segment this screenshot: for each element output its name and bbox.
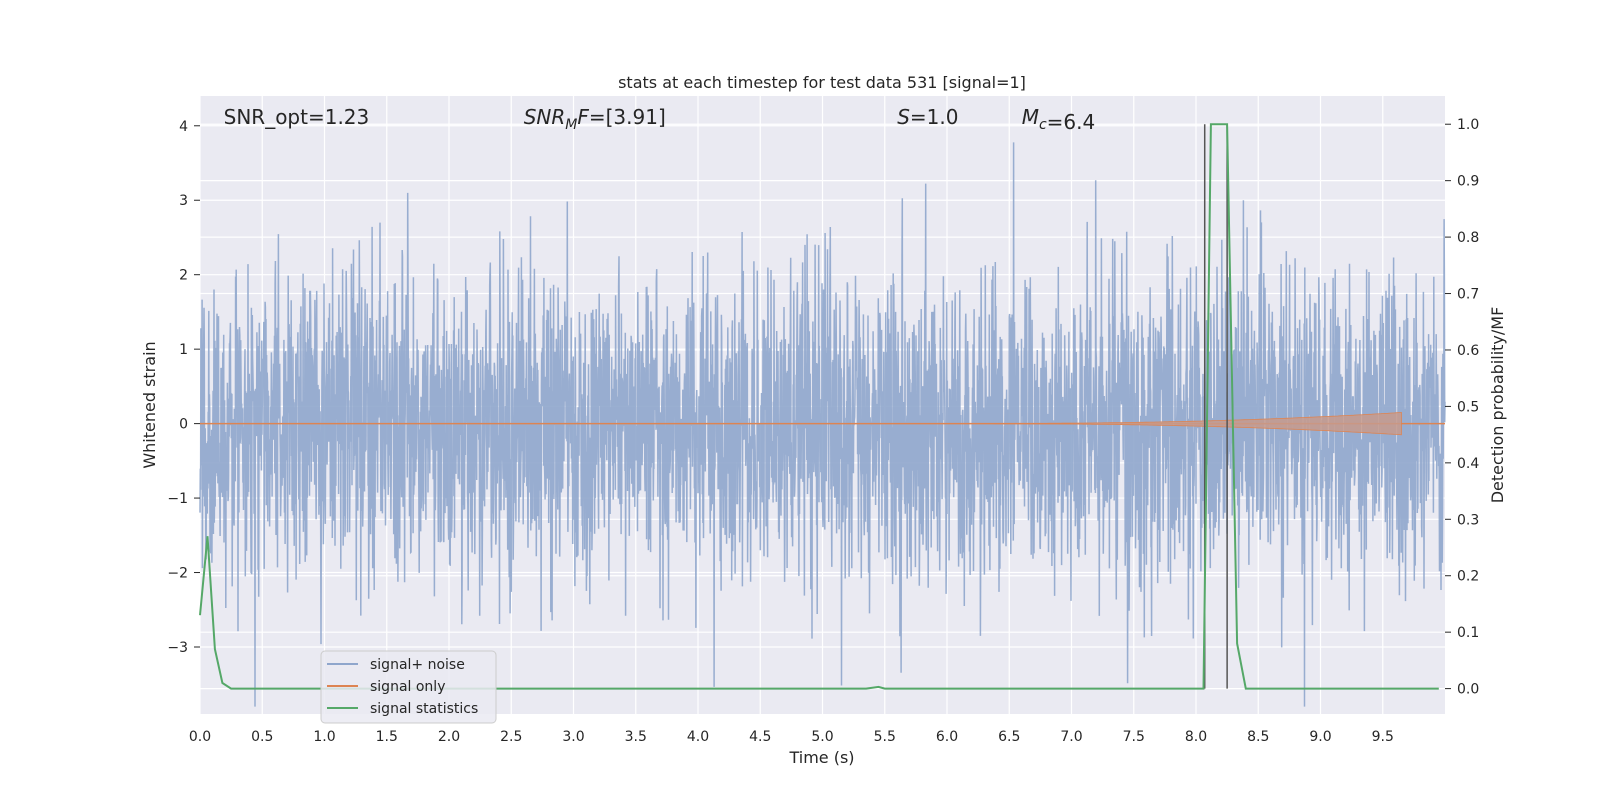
x-tick-label: 6.0 [936,729,958,745]
y2-tick-label: 0.3 [1457,512,1479,528]
x-tick-label: 7.0 [1060,729,1082,745]
annotation-text: SNRMF=[3.91] [524,105,666,133]
x-tick-label: 9.5 [1372,729,1394,745]
y-tick-label: −1 [167,491,188,507]
x-tick-label: 6.5 [998,729,1020,745]
y-axis-label: Whitened strain [140,341,159,468]
y-tick-label: −2 [167,566,188,582]
y-tick-label: 0 [179,417,188,433]
x-tick-label: 0.0 [189,729,211,745]
chart-title: stats at each timestep for test data 531… [618,73,1026,92]
legend: signal+ noise signal only signal statist… [320,650,497,724]
x-tick-label: 0.5 [251,729,273,745]
x-tick-label: 1.5 [376,729,398,745]
x-tick-label: 4.5 [749,729,771,745]
x-tick-label: 5.5 [874,729,896,745]
legend-label-signal-noise: signal+ noise [370,657,465,673]
y-tick-labels: 4 3 2 1 0 −1 −2 −3 [167,119,200,656]
y-tick-label: 2 [179,268,188,284]
annotation-text: SNR_opt=1.23 [224,105,370,129]
legend-box [320,650,497,724]
x-tick-label: 3.0 [562,729,584,745]
x-tick-label: 3.5 [625,729,647,745]
y2-tick-label: 0.2 [1457,569,1479,585]
y2-tick-label: 0.5 [1457,399,1479,415]
y-tick-label: 3 [179,193,188,209]
y2-tick-label: 1.0 [1457,117,1479,133]
x-tick-label: 8.0 [1185,729,1207,745]
x-tick-labels: 0.0 0.5 1.0 1.5 2.0 2.5 3.0 3.5 4.0 4.5 5.0 5.5 6.0 6… [189,729,1394,745]
signal-statistics-series [199,123,1439,690]
y2-tick-label: 0.0 [1457,682,1479,698]
signal-only-chirp [947,411,1402,436]
x-tick-label: 2.5 [500,729,522,745]
y-tick-label: −3 [167,640,188,656]
y2-tick-labels: 0.0 0.1 0.2 0.3 0.4 0.5 0.6 0.7 0.8 0.9 1.0 [1445,117,1479,698]
y2-tick-label: 0.4 [1457,456,1479,472]
legend-label-signal-statistics: signal statistics [370,701,478,717]
x-tick-label: 4.0 [687,729,709,745]
signal-statistics-line [199,123,1439,690]
y2-tick-label: 0.9 [1457,174,1479,190]
signal-noise-series [199,142,1446,707]
signal-only-series [200,411,1445,436]
x-tick-label: 8.5 [1247,729,1269,745]
y2-tick-label: 0.8 [1457,230,1479,246]
annotations: SNR_opt=1.23 SNRMF=[3.91] S=1.0 Mc=6.4 [224,105,1096,134]
annotation-text: Mc=6.4 [1022,105,1096,134]
y2-axis-label: Detection probability/MF [1488,307,1507,504]
y-tick-label: 1 [179,342,188,358]
x-tick-label: 9.0 [1309,729,1331,745]
y2-tick-label: 0.6 [1457,343,1479,359]
y-tick-label: 4 [179,119,188,135]
legend-label-signal-only: signal only [370,679,445,695]
y2-tick-label: 0.1 [1457,625,1479,641]
x-tick-label: 5.0 [811,729,833,745]
x-tick-label: 1.0 [313,729,335,745]
y2-tick-label: 0.7 [1457,287,1479,303]
x-axis-label: Time (s) [788,748,854,767]
x-tick-label: 2.0 [438,729,460,745]
signal-noise-line [199,142,1446,707]
annotation-text: S=1.0 [897,105,958,129]
x-tick-label: 7.5 [1123,729,1145,745]
